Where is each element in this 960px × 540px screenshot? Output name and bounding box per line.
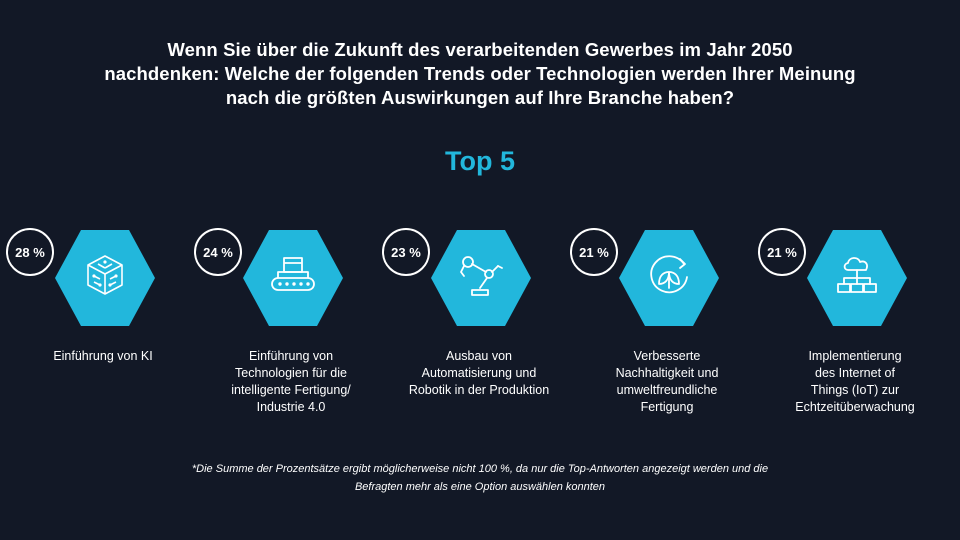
recycle-leaf-icon: [650, 255, 688, 294]
trend-label-line: Fertigung: [640, 400, 694, 414]
footnote-line: *Die Summe der Prozentsätze ergibt mögli…: [191, 463, 769, 475]
trend-label-line: Things (IoT) zur: [810, 383, 900, 397]
trend-graphic: 21 %: [758, 226, 950, 326]
trend-label-line: Nachhaltigkeit und: [615, 366, 719, 380]
trend-label-line: intelligente Fertigung/: [231, 383, 351, 397]
percentage-badge: 21 %: [570, 228, 618, 276]
trend-label-line: umweltfreundliche: [616, 383, 718, 397]
trend-label: Einführung von KI: [8, 348, 198, 365]
trend-label-line: Robotik in der Produktion: [408, 383, 550, 397]
trend-graphic: 24 %: [194, 226, 386, 326]
footnote-line: Befragten mehr als eine Option auswählen…: [354, 481, 606, 493]
trend-label-line: Echtzeitüberwachung: [795, 400, 915, 414]
hexagon-shape: [431, 230, 531, 326]
trend-graphic: 21 %: [570, 226, 762, 326]
trend-label-line: Implementierung: [808, 349, 902, 363]
top5-heading: Top 5: [445, 146, 515, 176]
trend-label-line: Verbesserte: [633, 349, 701, 363]
trend-label-line: Industrie 4.0: [256, 400, 326, 414]
trend-label-line: des Internet of: [815, 366, 895, 380]
percentage-badge: 28 %: [6, 228, 54, 276]
trend-label-line: Einführung von: [248, 349, 334, 363]
footnote: *Die Summe der Prozentsätze ergibt mögli…: [60, 460, 900, 496]
cloud-network-icon: [837, 257, 877, 293]
survey-question: Wenn Sie über die Zukunft des verarbeite…: [60, 38, 900, 110]
ai-cube-icon: [87, 255, 123, 295]
percentage-badge: 24 %: [194, 228, 242, 276]
percentage-badge: 23 %: [382, 228, 430, 276]
trend-label: Verbesserte Nachhaltigkeit und umweltfre…: [572, 348, 762, 416]
trend-label: Einführung von Technologien für die inte…: [196, 348, 386, 416]
trend-label: Ausbau von Automatisierung und Robotik i…: [384, 348, 574, 399]
trend-label-line: Automatisierung und: [421, 366, 537, 380]
question-line: nach die größten Auswirkungen auf Ihre B…: [225, 87, 735, 108]
trend-graphic: 23 %: [382, 226, 574, 326]
trend-label: Implementierung des Internet of Things (…: [760, 348, 950, 416]
question-line: Wenn Sie über die Zukunft des verarbeite…: [167, 39, 793, 60]
robot-arm-icon: [460, 256, 503, 296]
trend-label-line: Technologien für die: [235, 366, 347, 380]
trend-graphic: 28 %: [6, 226, 198, 326]
percentage-badge: 21 %: [758, 228, 806, 276]
conveyor-box-icon: [271, 257, 315, 291]
trend-label-line: Ausbau von: [445, 349, 513, 363]
question-line: nachdenken: Welche der folgenden Trends …: [104, 63, 856, 84]
trend-label-line: Einführung von KI: [53, 349, 153, 363]
